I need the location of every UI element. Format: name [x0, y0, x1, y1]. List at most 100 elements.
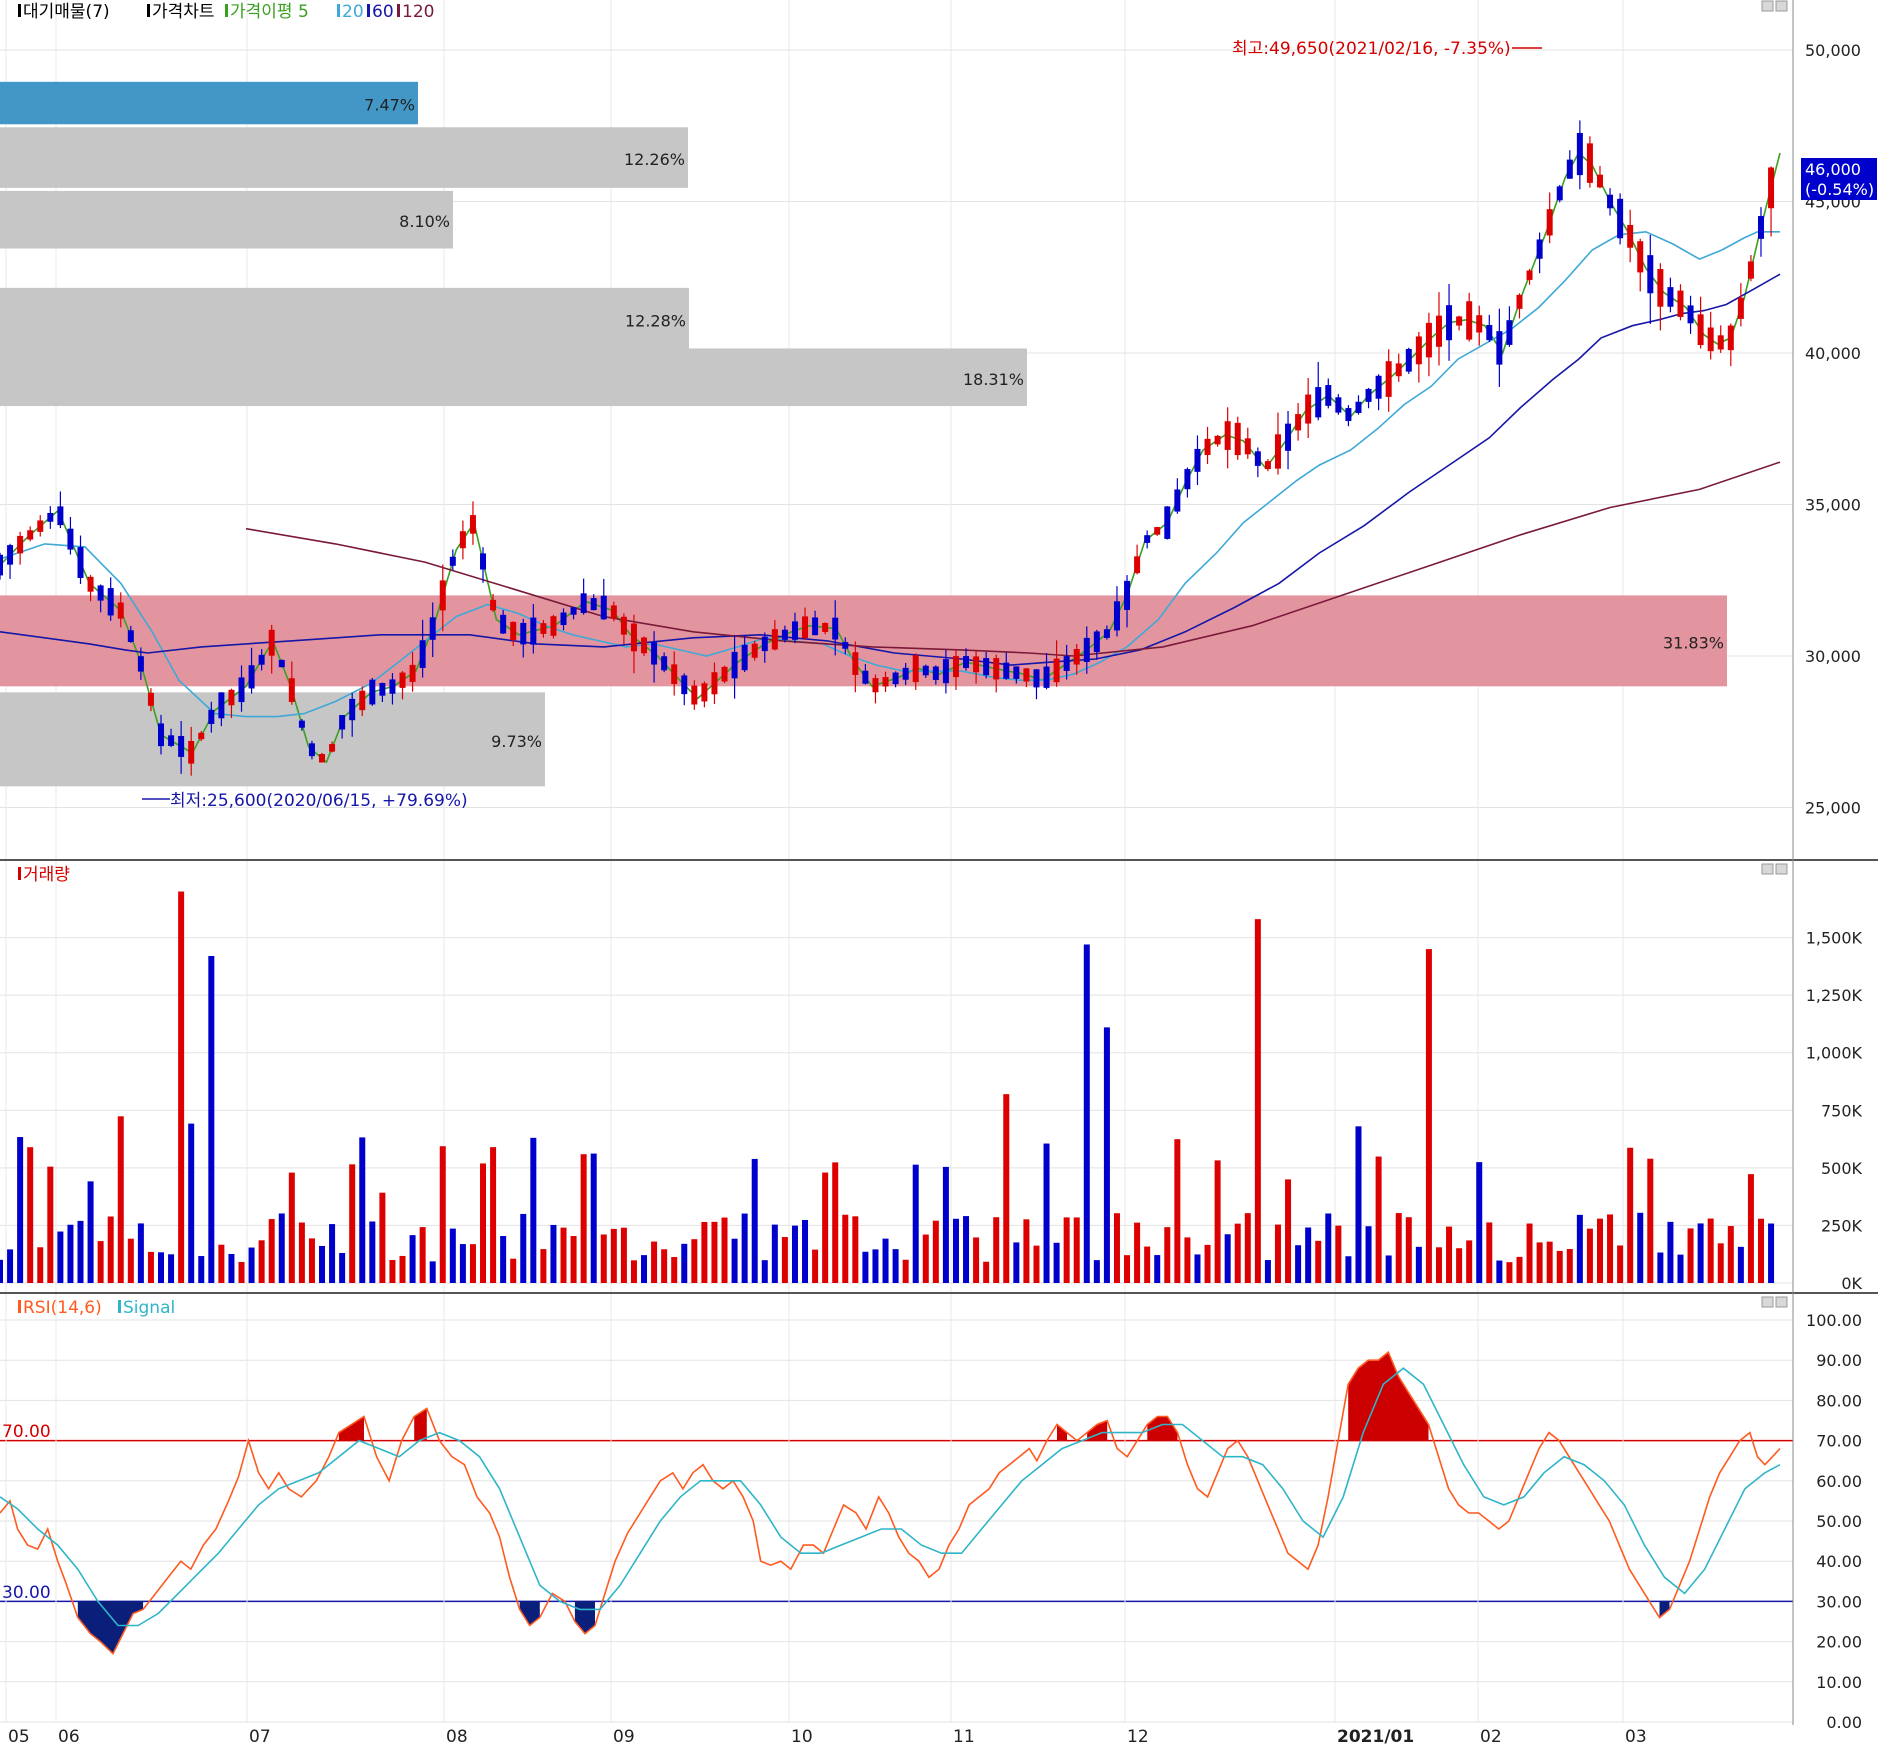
candle-body	[1617, 198, 1624, 239]
legend-item: 20	[342, 2, 364, 22]
candle-body	[1174, 489, 1181, 512]
x-tick-label: 06	[58, 1727, 80, 1747]
minimize-icon[interactable]	[1761, 863, 1774, 875]
candle-body	[1033, 669, 1040, 688]
candle-body	[1768, 167, 1775, 209]
x-tick-label: 2021/01	[1337, 1727, 1414, 1747]
volume-bar	[902, 1259, 909, 1283]
x-tick-label: 03	[1625, 1727, 1647, 1747]
x-tick-label: 09	[613, 1727, 635, 1747]
volume-bar	[349, 1164, 356, 1283]
volume-bar	[369, 1221, 376, 1283]
rsi-overbought-area	[414, 1408, 427, 1441]
candle-body	[771, 629, 778, 650]
close-icon[interactable]	[1775, 863, 1788, 875]
volume-bar	[1627, 1147, 1634, 1283]
candle-body	[37, 520, 44, 532]
candle-body	[329, 744, 336, 752]
candle-body	[1325, 385, 1332, 406]
volume-bar	[1244, 1213, 1251, 1283]
candle-body	[892, 672, 899, 685]
candle-body	[1607, 194, 1614, 209]
candle-body	[661, 656, 668, 671]
candle-body	[1717, 335, 1724, 350]
ma-line-120	[245, 461, 1781, 657]
candle-body	[127, 630, 134, 642]
rsi-pane-buttons[interactable]	[1761, 1296, 1788, 1308]
candle-body	[630, 623, 637, 652]
legend-item: Signal	[123, 1298, 175, 1318]
volume-bar	[610, 1228, 617, 1283]
close-icon[interactable]	[1775, 1296, 1788, 1308]
candle-body	[1093, 631, 1100, 653]
volume-bar	[781, 1237, 788, 1283]
x-tick-label: 08	[446, 1727, 468, 1747]
candle-body	[1194, 448, 1201, 472]
candle-body	[1214, 435, 1221, 445]
volume-bar	[1043, 1143, 1050, 1283]
candle-body	[520, 622, 527, 645]
volume-bar	[117, 1116, 124, 1283]
volume-bar	[1274, 1224, 1281, 1283]
volume-bar	[490, 1147, 497, 1283]
candle-body	[791, 621, 798, 640]
volume-bar	[87, 1181, 94, 1283]
candle-body	[1516, 294, 1523, 309]
volume-profile-label: 31.83%	[1663, 633, 1724, 652]
volume-legend[interactable]: 거래량	[18, 865, 70, 885]
volume-tick-label: 1,250K	[1806, 986, 1863, 1005]
volume-bar	[1254, 919, 1261, 1283]
candle-body	[932, 666, 939, 680]
volume-bar	[1757, 1218, 1764, 1283]
volume-bar	[1073, 1217, 1080, 1283]
close-icon[interactable]	[1775, 0, 1788, 12]
rsi-tick-label: 50.00	[1816, 1512, 1862, 1531]
price-pane-buttons[interactable]	[1761, 0, 1788, 12]
volume-bar	[651, 1241, 658, 1283]
candle-body	[168, 735, 175, 746]
volume-bar	[812, 1249, 819, 1283]
volume-bar	[147, 1251, 154, 1283]
volume-profile-bar	[0, 287, 689, 350]
candle-body	[1526, 270, 1533, 280]
candle-body	[882, 677, 889, 687]
current-price-marker: 46,000 (-0.54%)	[1801, 158, 1877, 200]
candle-body	[550, 616, 557, 636]
rsi-legend[interactable]: RSI(14,6) Signal	[18, 1298, 175, 1318]
candle-body	[641, 637, 648, 654]
volume-bar	[1637, 1212, 1644, 1283]
minimize-icon[interactable]	[1761, 0, 1774, 12]
low-annotation: 최저:25,600(2020/06/15, +79.69%)	[170, 791, 468, 811]
volume-bar	[1395, 1213, 1402, 1283]
volume-bar	[218, 1244, 225, 1283]
volume-bar	[1385, 1255, 1392, 1283]
candle-body	[0, 554, 3, 576]
price-legend[interactable]: 대기매물(7) 가격차트 가격이평 5 20 60 120	[18, 2, 434, 22]
candle-body	[1667, 287, 1674, 307]
candle-body	[1496, 331, 1503, 365]
volume-bar	[339, 1252, 346, 1283]
candle-body	[570, 607, 577, 615]
legend-swatch	[118, 1300, 121, 1313]
candle-body	[1073, 648, 1080, 665]
candle-body	[510, 621, 517, 641]
candle-body	[1043, 666, 1050, 688]
volume-bar	[1375, 1156, 1382, 1283]
volume-tick-label: 1,000K	[1806, 1044, 1863, 1063]
rsi-line	[0, 1350, 1781, 1656]
volume-bar	[1003, 1094, 1010, 1283]
volume-bar	[530, 1137, 537, 1283]
candle-body	[1285, 423, 1292, 451]
candle-body	[218, 692, 225, 719]
volume-pane-buttons[interactable]	[1761, 863, 1788, 875]
volume-bar	[983, 1261, 990, 1283]
candle-body	[248, 665, 255, 689]
candle-body	[1476, 315, 1483, 333]
minimize-icon[interactable]	[1761, 1296, 1774, 1308]
volume-bar	[389, 1259, 396, 1283]
volume-bar	[1576, 1214, 1583, 1283]
rsi-upper-label: 70.00	[2, 1422, 51, 1442]
candle-body	[1134, 556, 1141, 574]
volume-bar	[711, 1221, 718, 1283]
volume-bar	[580, 1154, 587, 1283]
